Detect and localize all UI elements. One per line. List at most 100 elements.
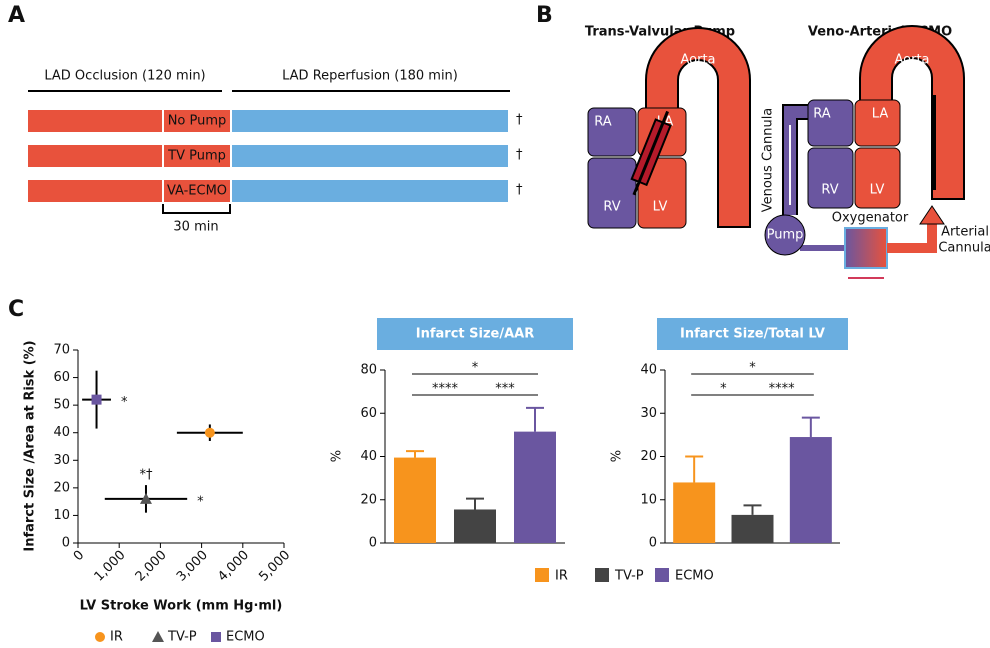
x-tick-label: 0 xyxy=(71,548,87,564)
y-tick-label: 70 xyxy=(53,343,70,358)
row-mark: † xyxy=(516,113,523,128)
bar xyxy=(731,514,774,543)
y-tick-label: 60 xyxy=(360,406,377,421)
point xyxy=(139,492,152,504)
chamber-label: RA xyxy=(594,115,612,130)
significance-label: *** xyxy=(495,382,515,397)
arterial-cannula xyxy=(887,222,937,253)
panel-label: A xyxy=(8,3,25,28)
title-box xyxy=(377,318,573,350)
reperfusion-bar xyxy=(232,180,508,202)
duration: 30 min xyxy=(173,220,218,235)
pump xyxy=(764,214,806,256)
y-tick-label: 20 xyxy=(640,449,657,464)
point xyxy=(204,427,215,438)
chart-title: Infarct Size/AAR xyxy=(416,327,534,342)
row-label: No Pump xyxy=(168,114,227,129)
y-tick-label: 40 xyxy=(360,449,377,464)
legend-label: ECMO xyxy=(226,630,265,645)
bar xyxy=(514,431,556,543)
bar xyxy=(394,457,436,543)
point xyxy=(91,394,102,405)
phase-header: LAD Reperfusion (180 min) xyxy=(282,69,458,84)
panel-label: C xyxy=(8,297,24,322)
aorta xyxy=(861,27,963,198)
oxygenator-label: Oxygenator xyxy=(832,211,909,226)
arterial-cannula-label: Cannula xyxy=(938,241,990,256)
y-tick-label: 80 xyxy=(360,363,377,378)
legend-label: TV-P xyxy=(167,630,197,645)
bar xyxy=(673,482,716,543)
y-tick-label: 0 xyxy=(369,536,377,551)
row-mark: † xyxy=(516,183,523,198)
y-axis-label: % xyxy=(610,450,625,462)
chamber-label: LA xyxy=(872,107,889,122)
significance-label: **** xyxy=(432,382,459,397)
annotation: *† xyxy=(139,468,153,483)
pump-period xyxy=(164,145,230,167)
row-label: TV Pump xyxy=(167,149,226,164)
occlusion-bar xyxy=(28,145,162,167)
chamber xyxy=(854,99,901,147)
chamber-label: LV xyxy=(870,183,885,198)
title-box xyxy=(657,318,848,350)
significance-label: * xyxy=(749,361,756,376)
point xyxy=(95,632,105,642)
y-tick-label: 50 xyxy=(53,398,70,413)
y-tick-label: 40 xyxy=(640,363,657,378)
y-tick-label: 10 xyxy=(640,492,657,507)
x-tick-label: 3,000 xyxy=(174,548,211,585)
aorta xyxy=(647,29,749,226)
legend-swatch xyxy=(655,568,669,582)
x-tick-label: 2,000 xyxy=(133,548,170,585)
occlusion-bar xyxy=(28,110,162,132)
x-tick-label: 4,000 xyxy=(215,548,252,585)
y-axis-label: % xyxy=(330,450,345,462)
y-tick-label: 40 xyxy=(53,425,70,440)
arrow-head xyxy=(919,205,945,225)
chamber xyxy=(587,157,637,229)
chamber-label: RA xyxy=(813,107,831,122)
annotation: * xyxy=(121,395,128,410)
pump-period xyxy=(164,180,230,202)
y-tick-label: 10 xyxy=(53,508,70,523)
oxygenator xyxy=(844,227,888,269)
chamber xyxy=(807,99,854,147)
significance-label: * xyxy=(720,382,727,397)
venous-cannula xyxy=(784,106,808,215)
legend-label: IR xyxy=(555,569,568,584)
y-tick-label: 60 xyxy=(53,370,70,385)
chamber-label: LV xyxy=(653,200,668,215)
aorta-label: Aorta xyxy=(894,53,929,68)
phase-header: LAD Occlusion (120 min) xyxy=(44,69,205,84)
y-tick-label: 20 xyxy=(53,480,70,495)
legend-label: IR xyxy=(110,630,123,645)
legend-label: ECMO xyxy=(675,569,714,584)
aorta-label: Aorta xyxy=(680,53,715,68)
x-axis-label: LV Stroke Work (mm Hg·ml) xyxy=(80,599,283,614)
y-tick-label: 30 xyxy=(53,453,70,468)
reperfusion-bar xyxy=(232,145,508,167)
row-label: VA-ECMO xyxy=(167,184,227,199)
bar xyxy=(454,509,496,543)
bar xyxy=(789,437,832,543)
y-axis-label: Infarct Size /Area at Risk (%) xyxy=(23,340,38,551)
chamber-label: RV xyxy=(821,183,838,198)
point xyxy=(152,631,164,642)
point xyxy=(211,632,221,642)
chamber xyxy=(587,107,637,157)
panel-label: B xyxy=(536,3,553,28)
annotation: * xyxy=(197,494,204,509)
y-tick-label: 30 xyxy=(640,406,657,421)
chamber-label: RV xyxy=(603,200,620,215)
pump-period xyxy=(164,110,230,132)
legend-swatch xyxy=(535,568,549,582)
pump-device xyxy=(630,110,672,196)
chamber xyxy=(854,147,901,209)
row-mark: † xyxy=(516,148,523,163)
pump-label: Pump xyxy=(767,228,804,243)
legend-swatch xyxy=(595,568,609,582)
significance-label: * xyxy=(472,361,479,376)
arterial-cannula-label: Arterial xyxy=(941,225,989,240)
